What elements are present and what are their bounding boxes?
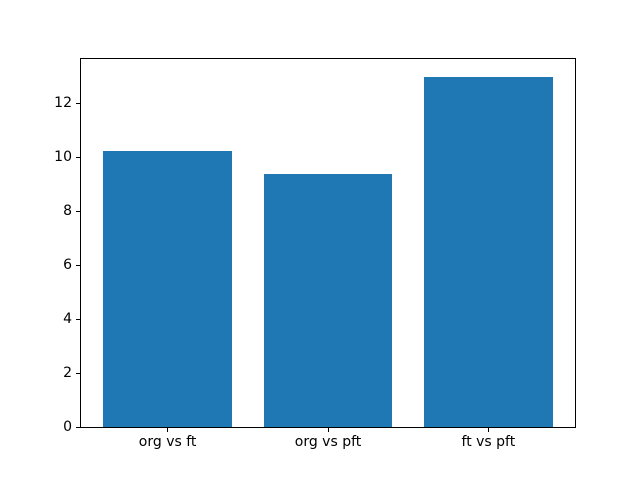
y-tick-label: 2 — [63, 365, 72, 382]
y-tick-mark — [76, 156, 80, 158]
y-tick-mark — [76, 318, 80, 320]
x-tick-mark — [487, 428, 489, 432]
plot-area — [80, 58, 576, 428]
x-tick-label: org vs ft — [138, 434, 197, 450]
y-tick-mark — [76, 372, 80, 374]
y-tick-label: 12 — [54, 95, 72, 112]
x-tick-mark — [167, 428, 169, 432]
y-tick-label: 8 — [63, 203, 72, 220]
x-tick-label: org vs pft — [294, 434, 362, 450]
y-tick-mark — [76, 210, 80, 212]
y-tick-label: 10 — [54, 149, 72, 166]
y-tick-mark — [76, 102, 80, 104]
y-tick-mark — [76, 264, 80, 266]
bar — [263, 174, 393, 427]
y-tick-mark — [76, 426, 80, 428]
x-tick-mark — [327, 428, 329, 432]
y-tick-label: 0 — [63, 419, 72, 435]
y-tick-label: 4 — [63, 311, 72, 328]
bar — [103, 150, 232, 427]
y-tick-label: 6 — [63, 257, 72, 274]
x-tick-label: ft vs pft — [461, 434, 516, 450]
bar — [424, 76, 553, 427]
